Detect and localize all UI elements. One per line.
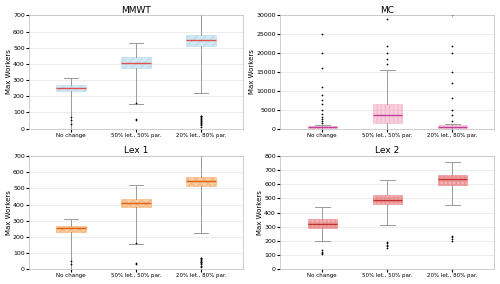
Title: Lex 2: Lex 2 [375, 146, 400, 155]
Y-axis label: Max Workers: Max Workers [256, 190, 262, 235]
PathPatch shape [186, 35, 216, 46]
Y-axis label: Max Workers: Max Workers [249, 50, 255, 95]
PathPatch shape [186, 177, 216, 186]
PathPatch shape [308, 126, 337, 128]
Title: Lex 1: Lex 1 [124, 146, 148, 155]
Y-axis label: Max Workers: Max Workers [6, 50, 12, 95]
PathPatch shape [372, 104, 402, 123]
PathPatch shape [372, 195, 402, 204]
PathPatch shape [438, 125, 467, 128]
Title: MMWT: MMWT [121, 6, 151, 14]
PathPatch shape [122, 199, 150, 207]
PathPatch shape [122, 57, 150, 68]
PathPatch shape [56, 85, 86, 91]
Title: MC: MC [380, 6, 394, 14]
PathPatch shape [438, 175, 467, 185]
PathPatch shape [56, 226, 86, 232]
Y-axis label: Max Workers: Max Workers [6, 190, 12, 235]
PathPatch shape [308, 219, 337, 228]
